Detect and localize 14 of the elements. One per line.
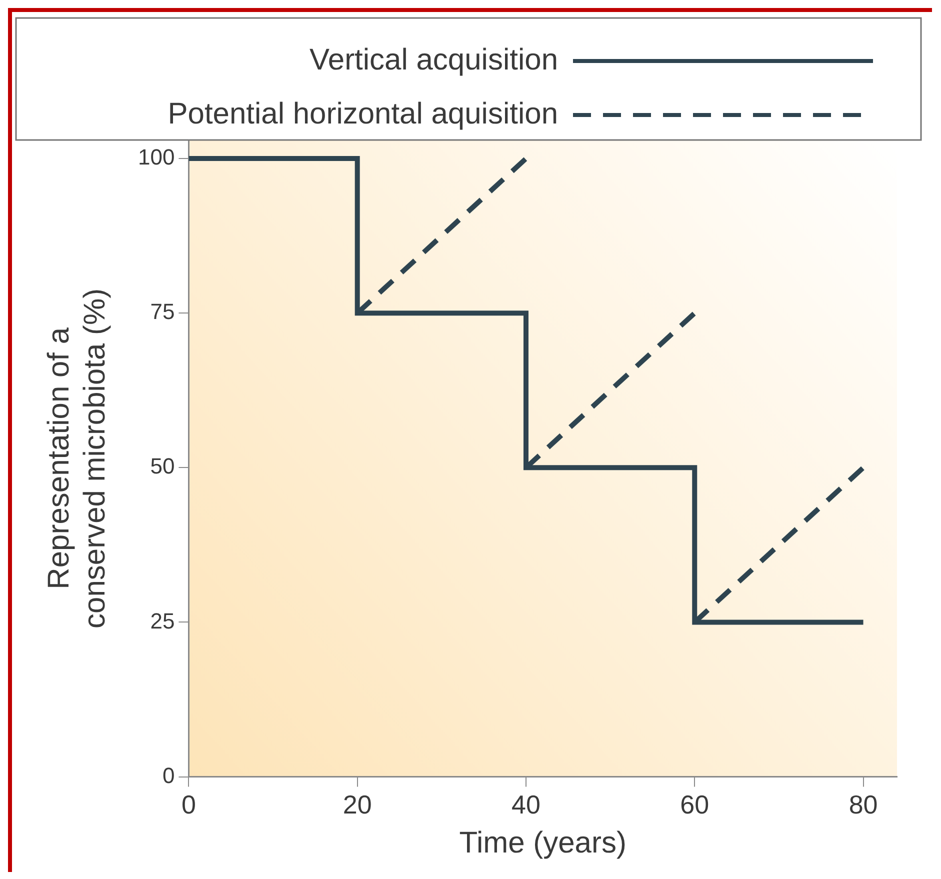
y-axis-title: Representation of a conserved microbiota (%) — [42, 288, 112, 628]
x-tick-label: 40 — [512, 790, 540, 820]
x-tick-label: 80 — [848, 790, 878, 820]
series-label: Potential horizontal aquisition — [168, 97, 558, 130]
y-tick-label: 50 — [150, 454, 175, 479]
y-tick-label: 25 — [150, 608, 175, 634]
text: Vertical acquisition — [310, 43, 558, 76]
x-tick-label: 0 — [181, 790, 196, 820]
y-tick-label: 100 — [138, 144, 175, 170]
x-tick-label: 20 — [342, 790, 372, 820]
x-tick-label: 60 — [680, 790, 710, 820]
x-axis-title: Time (years) — [459, 826, 626, 860]
y-tick-label: 0 — [162, 762, 175, 788]
y-tick-label: 75 — [150, 299, 175, 324]
